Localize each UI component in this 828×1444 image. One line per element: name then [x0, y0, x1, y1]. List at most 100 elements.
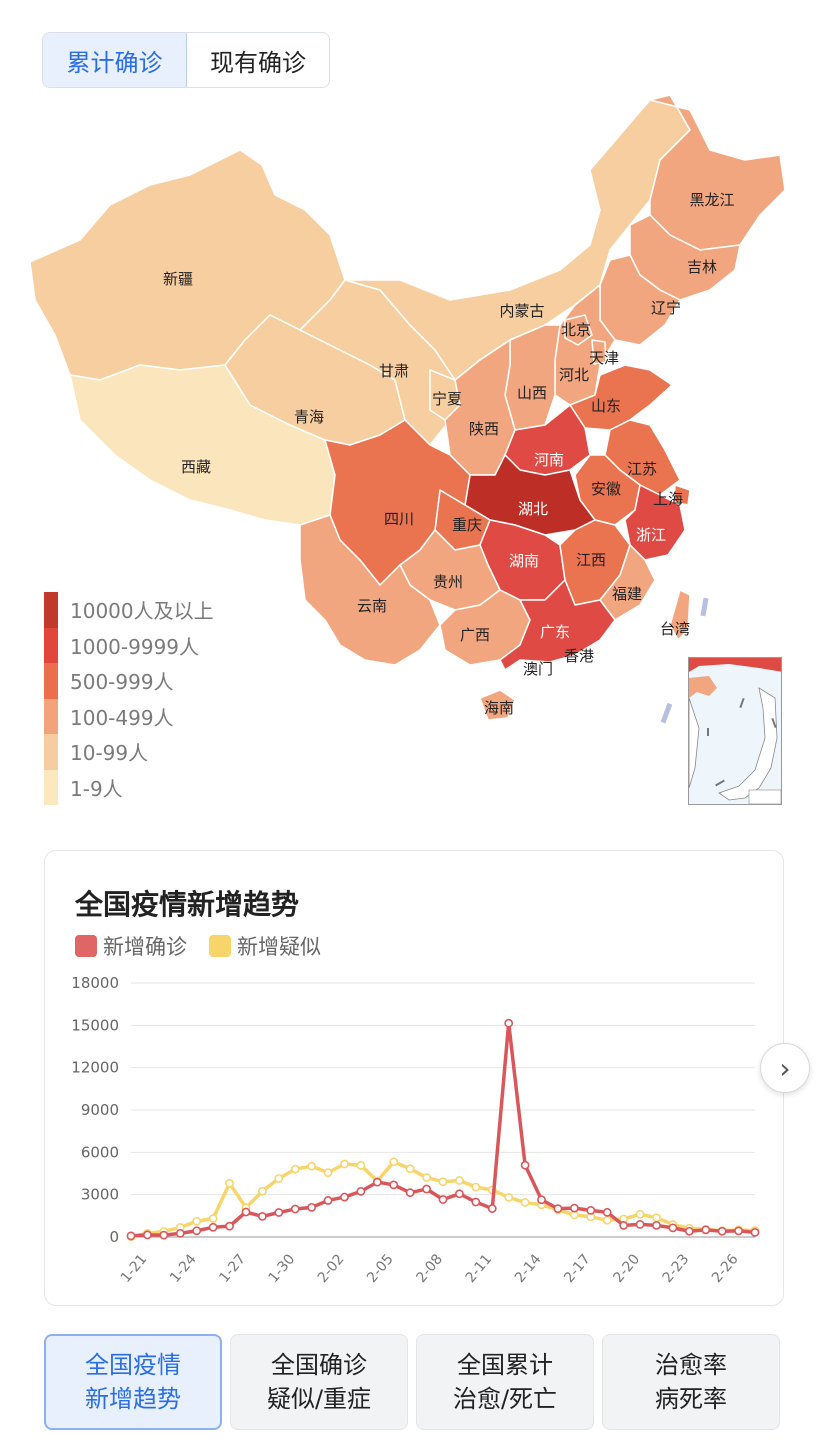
province-taiwan[interactable]: [669, 589, 691, 641]
data-point-confirmed: [208, 1222, 218, 1232]
data-point-suspected: [504, 1192, 514, 1202]
province-hainan[interactable]: [479, 689, 516, 721]
province-shanxi[interactable]: [504, 324, 561, 431]
label-qinghai: 青海: [294, 408, 324, 426]
data-point-confirmed: [455, 1189, 464, 1199]
legend-swatch: [44, 698, 58, 734]
data-point-confirmed: [241, 1207, 251, 1217]
data-point-suspected: [192, 1216, 202, 1226]
label-guizhou: 贵州: [433, 573, 463, 591]
province-yunnan[interactable]: [299, 514, 441, 666]
province-fujian[interactable]: [599, 544, 656, 621]
label-shaanxi: 陕西: [469, 420, 499, 438]
south-china-sea-inset: [688, 657, 782, 805]
label-hainan: 海南: [484, 699, 514, 717]
data-point-confirmed: [537, 1195, 546, 1205]
province-liaoning[interactable]: [599, 254, 681, 346]
label-shanghai: 上海: [653, 490, 683, 508]
label-ningxia: 宁夏: [432, 390, 462, 408]
legend-item[interactable]: 10-99人: [44, 734, 214, 770]
data-point-suspected: [208, 1214, 218, 1223]
chart-selector-tabs: 全国疫情 新增趋势 全国确诊 疑似/重症 全国累计 治愈/死亡 治愈率 病死率: [44, 1334, 780, 1430]
legend-item[interactable]: 1000-9999人: [44, 627, 214, 663]
legend-item[interactable]: 100-499人: [44, 698, 214, 734]
data-point-confirmed: [192, 1226, 202, 1236]
data-point-confirmed: [750, 1227, 760, 1237]
data-point-confirmed: [701, 1225, 711, 1235]
data-point-confirmed: [422, 1184, 431, 1194]
legend-item[interactable]: 500-999人: [44, 663, 214, 699]
data-point-confirmed: [734, 1226, 743, 1236]
legend-item[interactable]: 10000人及以上: [44, 592, 214, 628]
data-point-confirmed: [257, 1212, 267, 1221]
tab-new-trend[interactable]: 全国疫情 新增趋势: [44, 1334, 222, 1430]
tab-line1: 治愈率: [655, 1351, 727, 1379]
data-point-confirmed: [126, 1231, 136, 1241]
data-point-suspected: [520, 1198, 530, 1207]
tab-cumulative-confirmed[interactable]: 累计确诊: [43, 33, 187, 87]
legend-swatch: [44, 592, 58, 628]
data-point-confirmed: [356, 1186, 366, 1196]
data-point-suspected: [602, 1215, 612, 1225]
label-neimenggu: 内蒙古: [499, 302, 544, 320]
x-tick-label: 2-14: [512, 1251, 545, 1286]
data-point-suspected: [225, 1178, 234, 1188]
legend-series-suspected[interactable]: 新增疑似: [209, 931, 321, 961]
data-point-confirmed: [504, 1018, 514, 1028]
map-svg: 新疆 西藏 青海 甘肃 内蒙古 黑龙江 吉林 辽宁 北京 天津 河北 山西 宁夏…: [29, 94, 786, 724]
tab-cured-dead[interactable]: 全国累计 治愈/死亡: [416, 1334, 594, 1430]
label-beijing: 北京: [561, 321, 591, 339]
next-chart-button[interactable]: ›: [760, 1043, 810, 1093]
label-tianjin: 天津: [589, 349, 619, 367]
legend-item[interactable]: 1-9人: [44, 769, 214, 805]
province-tianjin[interactable]: [591, 339, 607, 365]
chevron-right-icon: ›: [779, 1051, 791, 1085]
province-jilin[interactable]: [629, 214, 741, 301]
label-zhejiang: 浙江: [636, 526, 666, 544]
y-tick-label: 18000: [71, 974, 119, 992]
data-point-confirmed: [175, 1228, 185, 1238]
data-point-suspected: [307, 1161, 317, 1171]
province-guangdong[interactable]: [499, 579, 616, 671]
data-point-confirmed: [372, 1177, 382, 1187]
y-tick-label: 12000: [71, 1059, 119, 1077]
data-point-suspected: [290, 1164, 300, 1174]
y-tick-label: 0: [109, 1228, 119, 1246]
tab-line2: 病死率: [655, 1385, 727, 1413]
tab-current-confirmed[interactable]: 现有确诊: [187, 33, 329, 87]
label-shanxi: 山西: [517, 384, 547, 402]
province-shanghai[interactable]: [673, 484, 691, 506]
y-tick-label: 9000: [81, 1101, 119, 1119]
data-point-suspected: [652, 1213, 661, 1223]
data-point-suspected: [340, 1159, 349, 1169]
legend-series-confirmed[interactable]: 新增确诊: [75, 931, 187, 961]
data-point-confirmed: [569, 1203, 579, 1213]
map-legend: 10000人及以上 1000-9999人 500-999人 100-499人 1…: [44, 592, 214, 805]
label-xizang: 西藏: [181, 458, 211, 476]
china-epidemic-map: 新疆 西藏 青海 甘肃 内蒙古 黑龙江 吉林 辽宁 北京 天津 河北 山西 宁夏…: [0, 90, 828, 820]
legend-label: 1000-9999人: [70, 634, 200, 659]
tab-line2: 治愈/死亡: [452, 1385, 558, 1413]
tab-confirmed-suspected-severe[interactable]: 全国确诊 疑似/重症: [230, 1334, 408, 1430]
province-beijing[interactable]: [564, 314, 593, 346]
data-point-confirmed: [340, 1192, 349, 1202]
x-tick-label: 2-02: [315, 1251, 348, 1286]
label-heilongjiang: 黑龙江: [689, 191, 734, 209]
province-zhejiang[interactable]: [624, 484, 686, 561]
province-anhui[interactable]: [574, 454, 641, 526]
data-point-confirmed: [553, 1204, 563, 1214]
x-tick-label: 2-11: [463, 1251, 496, 1286]
legend-swatch-confirmed: [75, 935, 97, 957]
province-shandong[interactable]: [569, 364, 673, 431]
y-tick-label: 15000: [71, 1016, 119, 1034]
label-aomen: 澳门: [523, 660, 553, 678]
data-point-suspected: [455, 1176, 464, 1185]
data-point-confirmed: [652, 1220, 661, 1230]
data-point-confirmed: [520, 1160, 530, 1170]
data-point-suspected: [356, 1161, 366, 1170]
data-point-suspected: [274, 1174, 284, 1183]
tab-line1: 全国疫情: [85, 1351, 181, 1379]
label-jiangsu: 江苏: [627, 460, 657, 478]
tab-cure-death-rate[interactable]: 治愈率 病死率: [602, 1334, 780, 1430]
data-point-confirmed: [602, 1207, 612, 1217]
